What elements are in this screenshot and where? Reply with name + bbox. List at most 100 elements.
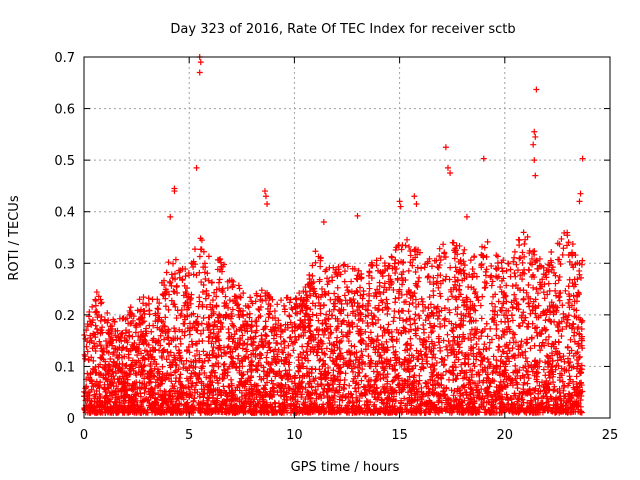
data-point: [401, 395, 408, 402]
data-point: [498, 353, 505, 360]
data-point: [281, 302, 288, 309]
data-point: [386, 403, 393, 410]
data-point: [319, 363, 326, 370]
data-point: [171, 352, 178, 359]
data-point: [184, 367, 191, 374]
data-point: [467, 257, 474, 264]
data-point: [286, 299, 293, 306]
data-point: [126, 333, 133, 340]
data-point: [566, 373, 573, 380]
data-point: [299, 307, 306, 314]
data-point: [535, 265, 542, 272]
data-point: [561, 383, 568, 390]
data-point: [170, 260, 177, 267]
data-point: [351, 343, 358, 350]
data-point: [482, 284, 489, 291]
data-point: [435, 335, 442, 342]
data-point: [138, 350, 145, 357]
data-point: [224, 285, 231, 292]
data-point: [437, 272, 444, 279]
data-point: [239, 363, 246, 370]
data-point: [348, 288, 355, 295]
data-point: [205, 277, 212, 284]
data-point: [136, 379, 143, 386]
data-point: [331, 342, 338, 349]
data-point: [320, 302, 327, 309]
data-point: [309, 311, 316, 318]
data-point: [427, 364, 434, 371]
data-point: [487, 325, 494, 332]
data-point: [533, 329, 540, 336]
data-point: [200, 327, 207, 334]
data-point: [436, 253, 443, 260]
data-point: [297, 350, 304, 357]
data-point: [569, 324, 576, 331]
data-point: [476, 349, 483, 356]
data-point: [405, 267, 412, 274]
data-point: [448, 387, 455, 394]
data-point: [344, 284, 351, 291]
data-point: [440, 241, 447, 248]
data-point: [190, 271, 197, 278]
data-point: [477, 302, 484, 309]
data-point: [548, 249, 555, 256]
data-point: [317, 257, 324, 264]
data-point: [207, 372, 214, 379]
data-point: [399, 281, 406, 288]
data-point: [529, 261, 536, 268]
data-point: [439, 372, 446, 379]
data-point: [531, 342, 538, 349]
data-point: [93, 387, 100, 394]
data-point: [458, 350, 465, 357]
data-point: [443, 368, 450, 375]
data-point: [430, 281, 437, 288]
data-point: [197, 330, 204, 337]
data-point: [377, 352, 384, 359]
data-point: [463, 306, 470, 313]
data-point: [240, 290, 247, 297]
data-point: [456, 387, 463, 394]
data-point: [400, 268, 407, 275]
data-point: [449, 293, 456, 300]
data-point: [522, 236, 529, 243]
data-point: [213, 293, 220, 300]
data-point: [211, 289, 218, 296]
data-point: [420, 307, 427, 314]
data-point: [247, 294, 254, 301]
data-point: [525, 363, 532, 370]
data-point: [386, 284, 393, 291]
data-point: [236, 285, 243, 292]
data-point: [147, 361, 154, 367]
data-point: [377, 290, 384, 297]
data-point: [286, 312, 293, 319]
data-point: [564, 343, 571, 350]
data-point: [523, 340, 530, 347]
data-point: [407, 345, 414, 352]
data-point: [136, 320, 143, 327]
data-point: [532, 310, 539, 317]
data-point: [390, 318, 397, 325]
data-point: [405, 308, 412, 315]
data-point: [561, 358, 568, 365]
data-point: [343, 409, 350, 416]
data-point: [357, 292, 364, 299]
data-point: [263, 332, 270, 339]
data-point: [426, 255, 433, 262]
data-point: [431, 377, 438, 384]
data-point: [522, 348, 529, 355]
data-point: [495, 298, 502, 305]
data-point: [519, 259, 526, 266]
data-point: [92, 309, 99, 316]
data-point: [518, 338, 525, 345]
data-point: [576, 353, 583, 360]
data-point: [508, 312, 515, 319]
data-point: [303, 365, 310, 372]
data-point: [476, 395, 483, 402]
data-point: [498, 400, 505, 407]
data-point: [451, 255, 458, 262]
data-point: [473, 356, 480, 363]
data-point: [91, 331, 98, 338]
data-point: [155, 382, 162, 389]
data-point: [450, 239, 457, 246]
data-point: [470, 360, 477, 367]
